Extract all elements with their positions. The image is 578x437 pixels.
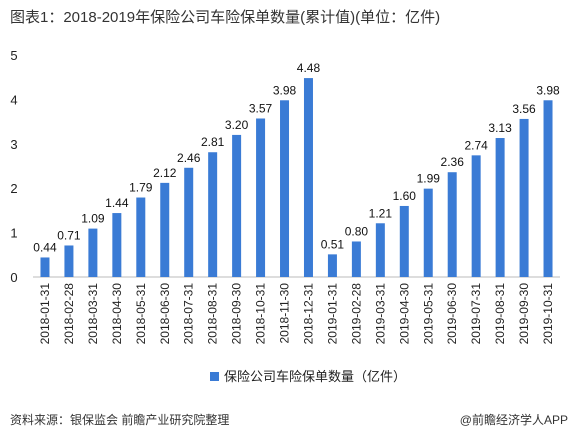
bar-2018-02-28 bbox=[64, 245, 74, 277]
data-label: 2.12 bbox=[153, 166, 177, 180]
data-label: 1.21 bbox=[369, 206, 393, 220]
bar-2018-10-31 bbox=[256, 118, 266, 277]
x-tick-label: 2019-09-30 bbox=[517, 283, 531, 345]
bar-2019-06-30 bbox=[447, 172, 457, 277]
x-tick-label: 2018-07-31 bbox=[182, 283, 196, 345]
bar-2019-10-31 bbox=[543, 100, 553, 278]
x-tick-label: 2018-12-31 bbox=[301, 283, 315, 345]
data-label: 3.56 bbox=[512, 102, 536, 116]
data-label: 0.80 bbox=[345, 224, 369, 238]
x-tick-label: 2018-09-30 bbox=[230, 283, 244, 345]
legend-label: 保险公司车险保单数量（亿件） bbox=[224, 369, 406, 384]
x-tick-label: 2018-04-30 bbox=[110, 283, 124, 345]
data-label: 0.51 bbox=[321, 237, 345, 251]
bar-2018-03-31 bbox=[88, 228, 98, 277]
y-tick-label: 0 bbox=[10, 270, 17, 285]
bar-2019-02-28 bbox=[351, 241, 361, 277]
x-tick-label: 2019-06-30 bbox=[445, 283, 459, 345]
data-label: 3.13 bbox=[488, 121, 512, 135]
y-tick-label: 3 bbox=[10, 137, 17, 152]
data-label: 2.46 bbox=[177, 151, 201, 165]
x-tick-label: 2018-02-28 bbox=[62, 283, 76, 345]
y-tick-label: 5 bbox=[10, 48, 17, 63]
bar-2019-05-31 bbox=[423, 188, 433, 277]
x-tick-label: 2018-03-31 bbox=[86, 283, 100, 345]
bar-2018-05-31 bbox=[136, 197, 146, 277]
data-label: 2.74 bbox=[464, 138, 488, 152]
x-tick-label: 2019-04-30 bbox=[397, 283, 411, 345]
data-label: 1.79 bbox=[129, 181, 153, 195]
data-label: 3.98 bbox=[273, 83, 297, 97]
data-label: 0.71 bbox=[57, 228, 81, 242]
bar-2018-07-31 bbox=[184, 167, 194, 277]
bar-2019-04-30 bbox=[399, 205, 409, 277]
bar-2018-04-30 bbox=[112, 213, 122, 277]
data-label: 2.36 bbox=[441, 155, 465, 169]
data-label: 3.98 bbox=[536, 83, 560, 97]
x-tick-label: 2018-05-31 bbox=[134, 283, 148, 345]
bar-2018-11-30 bbox=[280, 100, 290, 278]
y-tick-label: 4 bbox=[10, 92, 17, 107]
bar-2019-09-30 bbox=[519, 118, 529, 277]
data-label: 1.09 bbox=[81, 212, 105, 226]
data-label: 2.81 bbox=[201, 135, 225, 149]
legend-swatch bbox=[210, 372, 219, 381]
bar-2018-01-31 bbox=[40, 257, 50, 277]
x-tick-label: 2019-07-31 bbox=[469, 283, 483, 345]
data-label: 1.44 bbox=[105, 196, 129, 210]
chart-title: 图表1：2018-2019年保险公司车险保单数量(累计值)(单位：亿件) bbox=[10, 9, 441, 26]
x-tick-label: 2019-02-28 bbox=[349, 283, 363, 345]
x-tick-label: 2019-01-31 bbox=[325, 283, 339, 345]
x-tick-label: 2019-05-31 bbox=[421, 283, 435, 345]
x-tick-label: 2019-08-31 bbox=[493, 283, 507, 345]
x-tick-label: 2018-06-30 bbox=[158, 283, 172, 345]
x-tick-label: 2018-10-31 bbox=[254, 283, 268, 345]
data-label: 3.57 bbox=[249, 101, 273, 115]
bar-2019-07-31 bbox=[471, 155, 481, 277]
x-tick-label: 2018-08-31 bbox=[206, 283, 220, 345]
bar-2018-12-31 bbox=[303, 78, 313, 277]
data-label: 0.44 bbox=[33, 240, 57, 254]
bar-2019-08-31 bbox=[495, 138, 505, 277]
bar-2018-06-30 bbox=[160, 182, 170, 277]
bar-2019-03-31 bbox=[375, 223, 385, 277]
x-tick-label: 2018-11-30 bbox=[278, 283, 292, 344]
y-tick-label: 1 bbox=[10, 226, 17, 241]
bar-2018-08-31 bbox=[208, 152, 218, 277]
bar-2018-09-30 bbox=[232, 134, 242, 277]
data-label: 1.99 bbox=[417, 172, 441, 186]
x-tick-label: 2018-01-31 bbox=[38, 283, 52, 345]
y-tick-label: 2 bbox=[10, 181, 17, 196]
data-label: 3.20 bbox=[225, 118, 249, 132]
bar-2019-01-31 bbox=[327, 254, 337, 277]
x-tick-label: 2019-03-31 bbox=[373, 283, 387, 345]
source-note: 资料来源：银保监会 前瞻产业研究院整理 bbox=[10, 413, 230, 427]
data-label: 1.60 bbox=[393, 189, 417, 203]
x-tick-label: 2019-10-31 bbox=[541, 283, 555, 345]
data-label: 4.48 bbox=[297, 61, 321, 75]
brand-credit: @前瞻经济学人APP bbox=[459, 413, 568, 427]
